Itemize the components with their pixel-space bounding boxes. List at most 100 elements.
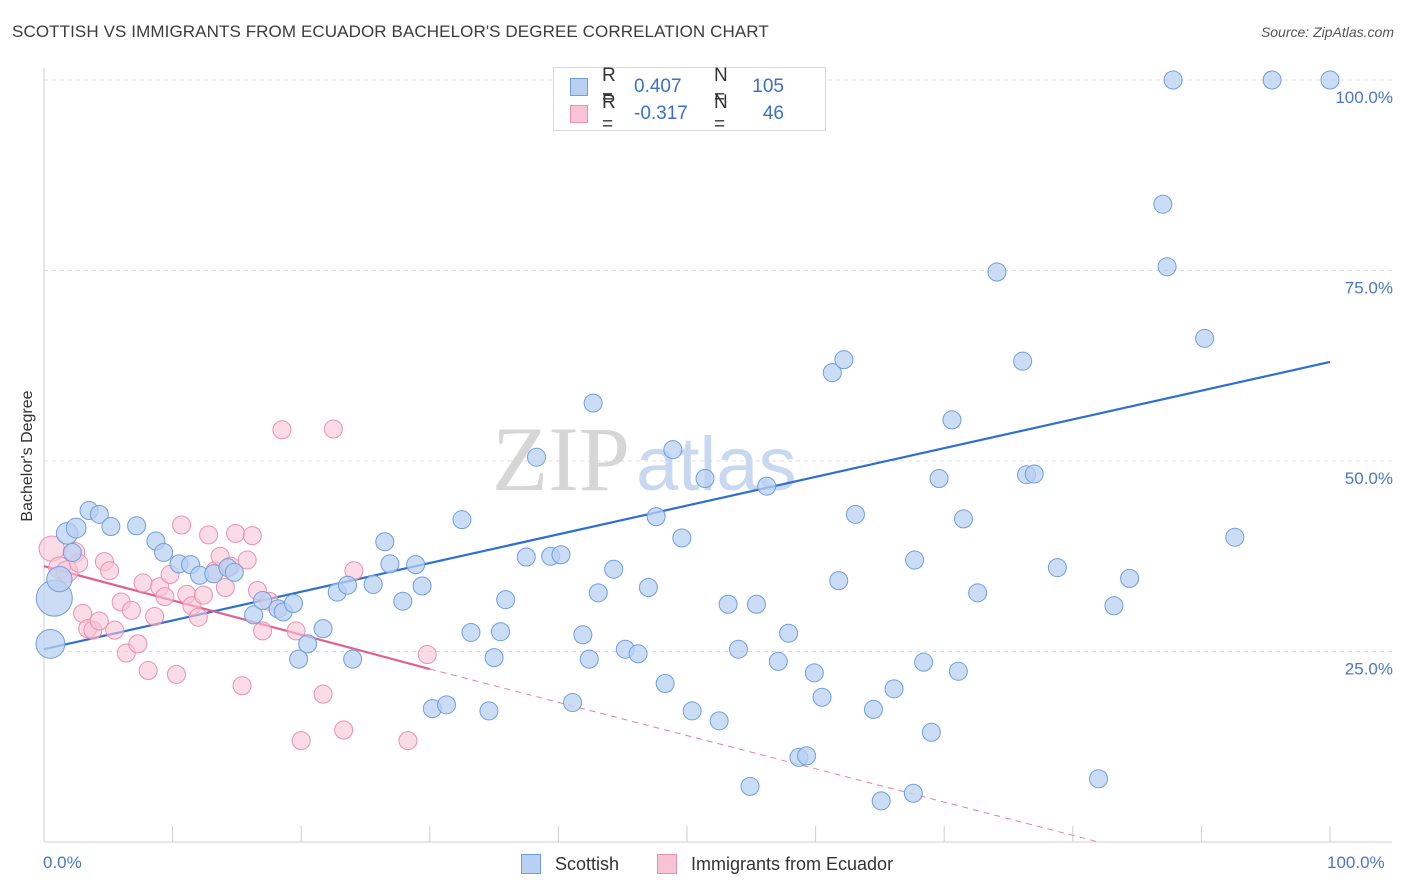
scottish-point <box>35 628 66 659</box>
scottish-point <box>313 619 333 639</box>
ecuador-point <box>133 573 153 593</box>
bottom-legend-label-scottish: Scottish <box>555 853 620 874</box>
ecuador-point <box>215 577 235 597</box>
ecuador-point <box>193 585 213 605</box>
scottish-point <box>491 622 511 642</box>
y-tick-labels: 25.0% 50.0% 75.0% 100.0% <box>1335 88 1393 679</box>
ecuador-point <box>166 664 186 684</box>
ecuador-point <box>128 634 148 654</box>
ecuador-point <box>323 419 343 439</box>
ecuador-point <box>188 607 208 627</box>
scottish-point <box>484 648 504 668</box>
scottish-point <box>834 350 854 370</box>
scottish-point <box>496 590 516 610</box>
trend-line-scottish <box>43 360 1331 651</box>
scottish-point <box>1013 351 1033 371</box>
y-tick-label: 50.0% <box>1345 469 1393 488</box>
scottish-point <box>1163 70 1183 90</box>
ecuador-point <box>291 731 311 751</box>
scottish-point <box>845 504 865 524</box>
ecuador-point <box>138 661 158 681</box>
ecuador-point <box>232 676 252 696</box>
ecuador-point <box>286 621 306 641</box>
scottish-point <box>573 625 593 645</box>
x-axis-min-label: 0.0% <box>43 853 82 872</box>
scottish-point <box>987 262 1007 282</box>
scottish-point <box>1320 70 1340 90</box>
scottish-point <box>812 687 832 707</box>
scottish-point <box>942 410 962 430</box>
legend-r-label: R = <box>602 65 616 108</box>
scottish-point <box>822 363 842 383</box>
x-axis-max-label: 100.0% <box>1327 853 1385 872</box>
scottish-point <box>380 554 400 574</box>
y-tick-label: 100.0% <box>1335 88 1393 107</box>
scottish-point <box>646 507 666 527</box>
scottish-point <box>871 791 891 811</box>
scottish-point <box>804 663 824 683</box>
ecuador-point <box>121 600 141 620</box>
ecuador-point <box>253 621 273 641</box>
legend-n-value: 105 <box>752 76 784 97</box>
scottish-point <box>283 593 303 613</box>
legend-r-value: 0.407 <box>634 76 682 97</box>
legend-n-label: N = <box>714 92 728 135</box>
scottish-point <box>682 701 702 721</box>
legend-row-ecuador: R = -0.317 N = 46 <box>570 92 784 135</box>
scottish-point <box>905 550 925 570</box>
y-tick-label: 75.0% <box>1345 279 1393 298</box>
legend-r-label: R = <box>602 92 616 135</box>
ecuador-point <box>313 684 333 704</box>
legend-swatch-ecuador <box>570 105 588 123</box>
scottish-point <box>709 711 729 731</box>
scottish-point <box>412 576 432 596</box>
scottish-point <box>655 674 675 694</box>
scottish-point <box>1262 70 1282 90</box>
source-label: Source: ZipAtlas.com <box>1260 24 1394 40</box>
scottish-point <box>375 532 395 552</box>
scottish-point <box>768 651 788 671</box>
scottish-point <box>1089 769 1109 789</box>
bottom-legend-swatch-scottish <box>521 854 541 874</box>
legend-swatch-scottish <box>570 78 588 96</box>
ecuador-point <box>226 523 246 543</box>
scottish-point <box>343 649 363 669</box>
ecuador-point <box>199 525 219 545</box>
ecuador-point <box>145 606 165 626</box>
legend-n-label: N = <box>714 65 728 108</box>
legend-n-value: 46 <box>762 103 784 124</box>
scottish-point <box>154 542 174 562</box>
scottish-point <box>779 623 799 643</box>
bottom-legend-swatch-ecuador <box>657 854 677 874</box>
scottish-point <box>65 517 87 539</box>
scottish-point <box>628 644 648 664</box>
bottom-legend-label-ecuador: Immigrants from Ecuador <box>691 853 894 874</box>
scottish-point <box>1195 328 1215 348</box>
scottish-point <box>1153 194 1173 214</box>
ecuador-point <box>89 611 109 631</box>
ecuador-point <box>334 720 354 740</box>
scottish-point <box>527 447 547 467</box>
y-tick-label: 25.0% <box>1345 660 1393 679</box>
scottish-point <box>929 469 949 489</box>
scottish-point <box>914 652 934 672</box>
scottish-point <box>583 393 603 413</box>
trend-line-extension <box>429 668 1099 843</box>
scottish-point <box>903 783 923 803</box>
scottish-point <box>363 574 383 594</box>
scottish-point <box>797 746 817 766</box>
scottish-point <box>62 542 82 562</box>
ecuador-point <box>155 587 175 607</box>
scottish-point <box>461 622 481 642</box>
scottish-point <box>393 591 413 611</box>
correlation-legend: R = 0.407 N = 105 R = -0.317 N = 46 <box>553 65 826 135</box>
watermark-atlas: atlas <box>636 422 797 507</box>
scottish-point <box>452 510 472 530</box>
scottish-point <box>437 695 457 715</box>
ecuador-point <box>100 561 120 581</box>
scottish-point <box>127 516 147 536</box>
scottish-point <box>46 566 73 593</box>
scottish-point <box>516 547 536 567</box>
scottish-point <box>101 517 121 537</box>
